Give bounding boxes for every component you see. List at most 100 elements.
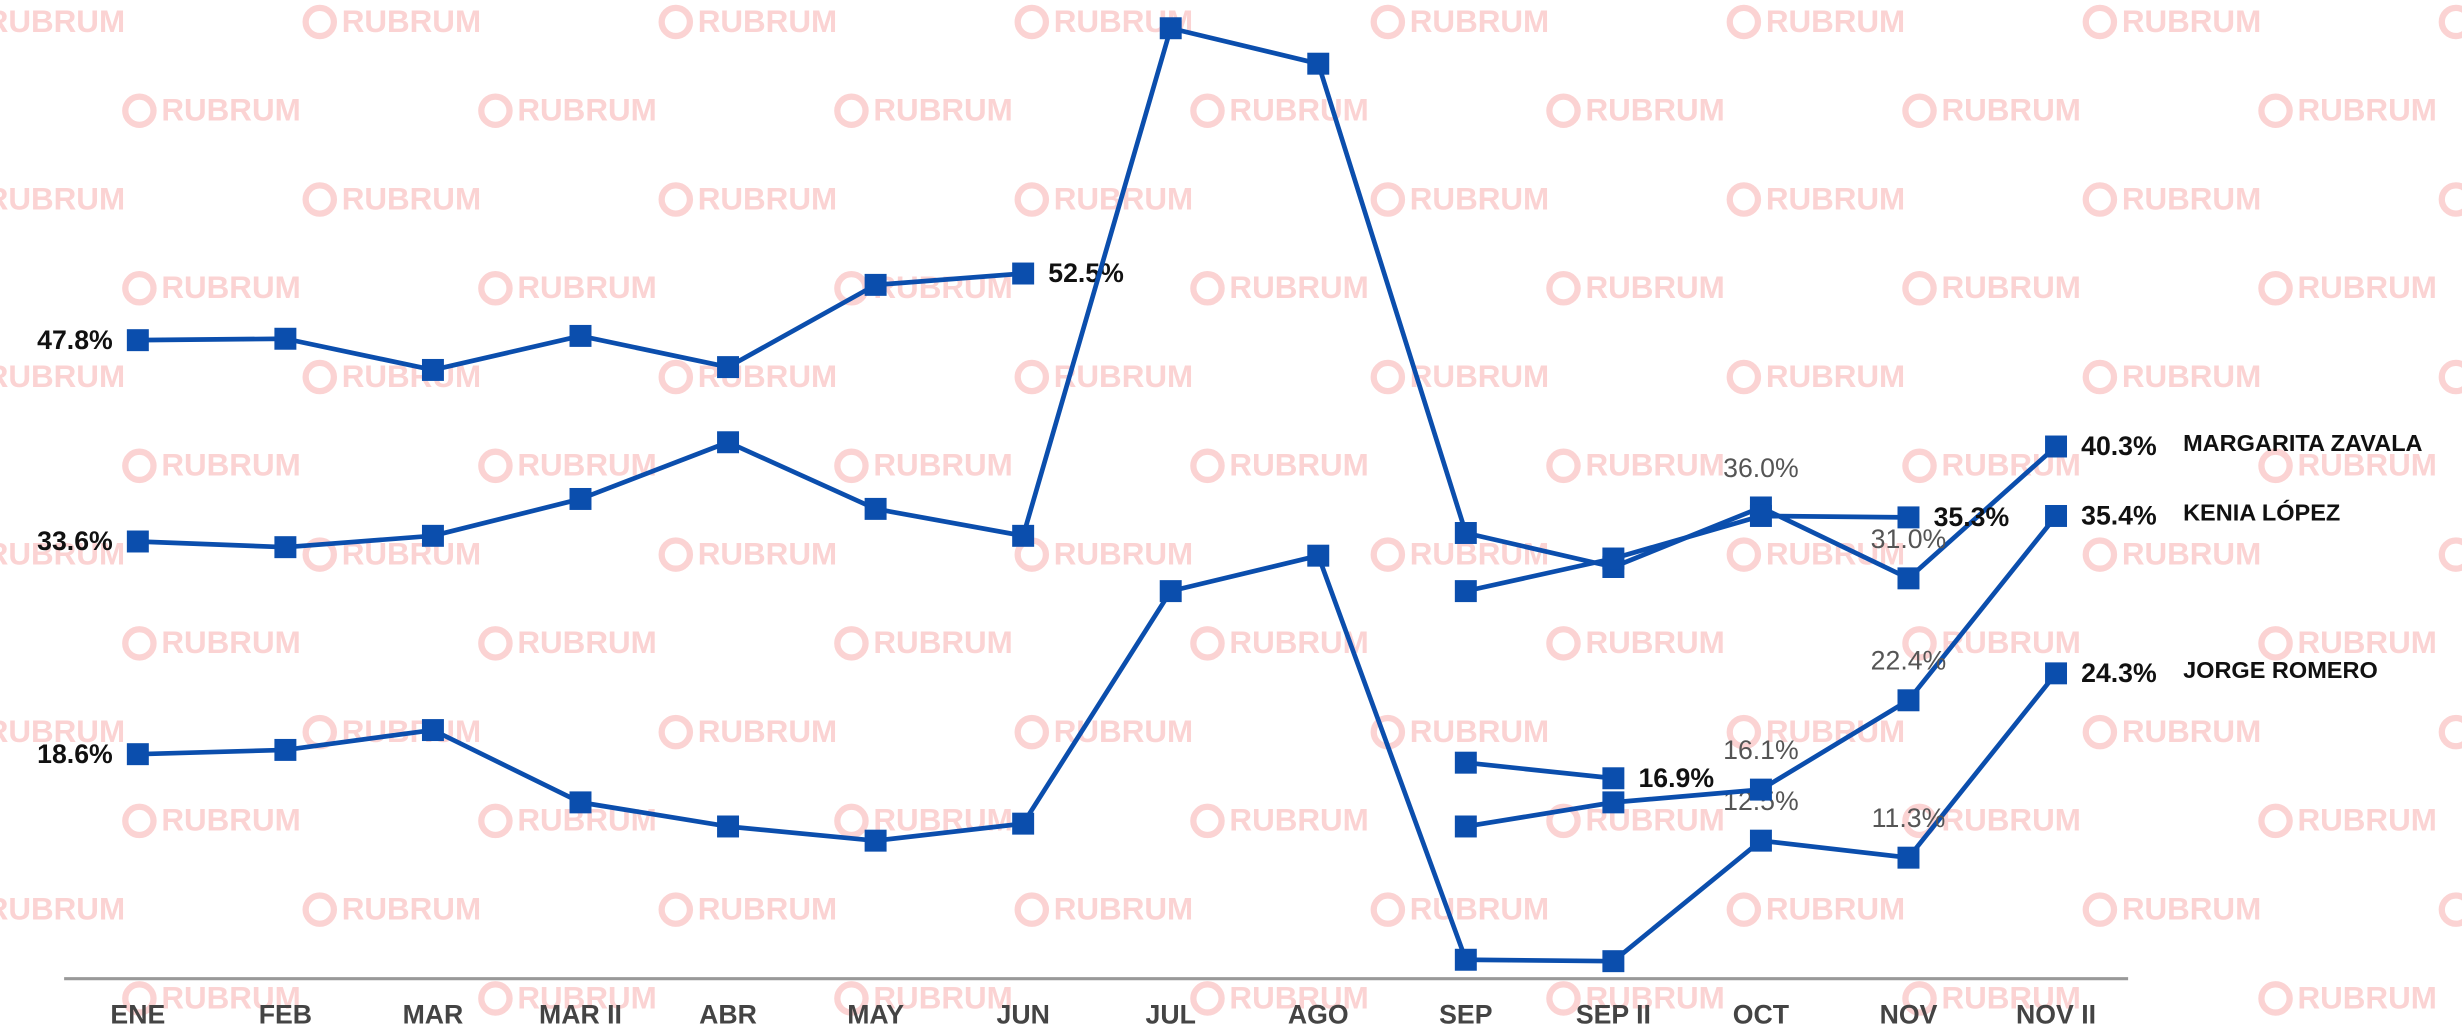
watermark-icon: [1014, 892, 1050, 927]
watermark-icon: [478, 93, 513, 128]
watermark-text: RUBRUM: [1410, 181, 1549, 216]
watermark-icon: [122, 93, 157, 128]
watermark-text: RUBRUM: [161, 93, 300, 128]
watermark-text: RUBRUM: [1766, 181, 1905, 216]
watermark-text: RUBRUM: [517, 625, 656, 660]
point-marker: [1159, 580, 1182, 603]
watermark-icon: [1902, 981, 1937, 1016]
watermark-text: RUBRUM: [342, 4, 481, 39]
value-label: 33.6%: [37, 526, 113, 556]
point-marker: [126, 530, 149, 553]
watermark-icon: [1546, 626, 1581, 661]
watermark-icon: [1902, 271, 1937, 306]
plot: ENE FEB MAR MAR II ABR MAY JUN JUL AGO SEP SEP II O…: [37, 17, 2423, 1029]
value-label: 24.3%: [2081, 658, 2157, 688]
watermark-text: RUBRUM: [2122, 536, 2261, 571]
watermark-icon: [834, 803, 869, 839]
x-tick-label: JUN: [996, 999, 1049, 1029]
value-label: 52.5%: [1048, 258, 1124, 288]
point-marker: [1749, 829, 1772, 852]
watermark-icon: [2258, 981, 2293, 1016]
value-label: 11.3%: [1872, 803, 1946, 833]
x-tick-label: OCT: [1733, 999, 1789, 1029]
value-label: 16.1%: [1723, 735, 1799, 765]
x-tick-label: MAR: [403, 999, 464, 1029]
watermark-icon: [1014, 714, 1050, 750]
value-label: 36.0%: [1723, 453, 1799, 483]
watermark-text: RUBRUM: [873, 93, 1012, 128]
watermark-text: RUBRUM: [1766, 359, 1905, 394]
watermark-icon: [1370, 4, 1406, 40]
watermark-text: RUBRUM: [1229, 270, 1368, 305]
point-marker: [126, 329, 149, 352]
watermark-icon: [1014, 359, 1050, 395]
watermark-icon: [2438, 537, 2462, 572]
watermark-text: RUBRUM: [2298, 803, 2437, 838]
watermark-icon: [2438, 714, 2462, 750]
watermark-icon: [1370, 359, 1406, 395]
value-label: 40.3%: [2081, 431, 2157, 461]
point-marker: [717, 431, 740, 454]
watermark-icon: [478, 803, 513, 839]
watermark-icon: [1902, 448, 1937, 484]
watermark-icon: [658, 714, 694, 750]
watermark-icon: [2082, 892, 2118, 927]
watermark-text: RUBRUM: [1410, 536, 1549, 571]
watermark-icon: [1546, 271, 1581, 306]
watermark-text: RUBRUM: [161, 270, 300, 305]
watermark-icon: [302, 359, 338, 395]
point-marker: [1602, 767, 1625, 790]
watermark-text: RUBRUM: [2122, 892, 2261, 927]
series-name: JORGE ROMERO: [2183, 657, 2378, 683]
watermark-text: RUBRUM: [2122, 181, 2261, 216]
watermark-icon: [1370, 537, 1406, 572]
watermark-text: RUBRUM: [517, 93, 656, 128]
point-marker: [1307, 52, 1330, 75]
point-marker: [1012, 524, 1035, 547]
watermark-text: RUBRUM: [517, 980, 656, 1015]
value-label: 22.4%: [1871, 646, 1947, 676]
point-marker: [1454, 522, 1477, 544]
watermark-icon: [1014, 182, 1050, 217]
watermark-icon: [1726, 714, 1762, 750]
watermark-icon: [1190, 271, 1225, 306]
watermark-text: RUBRUM: [1585, 270, 1724, 305]
series-line: [1465, 513, 1909, 594]
watermark-text: RUBRUM: [873, 448, 1012, 483]
watermark-text: RUBRUM: [1410, 714, 1549, 749]
x-tick-label: SEP: [1439, 999, 1492, 1029]
watermark-text: RUBRUM: [698, 536, 837, 571]
point-marker: [1602, 791, 1625, 814]
watermark-icon: [2258, 448, 2293, 484]
watermark-icon: [2438, 359, 2462, 395]
watermark-text: RUBRUM: [698, 4, 837, 39]
watermark-icon: [1546, 448, 1581, 484]
value-label: 18.6%: [37, 739, 113, 769]
watermark-icon: [122, 271, 157, 306]
watermark-icon: [1726, 892, 1762, 927]
watermark-icon: [1190, 626, 1225, 661]
point-marker: [1454, 751, 1477, 774]
watermark-icon: [1190, 981, 1225, 1016]
watermark-icon: [1902, 93, 1937, 128]
watermark-text: RUBRUM: [698, 892, 837, 927]
x-tick-label: NOV II: [2016, 999, 2096, 1029]
point-marker: [126, 743, 149, 766]
watermark-icon: [1014, 4, 1050, 40]
watermark-text: RUBRUM: [1585, 625, 1724, 660]
watermark-text: RUBRUM: [1054, 536, 1193, 571]
watermark-text: RUBRUM: [1229, 803, 1368, 838]
point-marker: [1012, 812, 1035, 835]
point-marker: [2045, 504, 2068, 527]
watermark-icon: [478, 981, 513, 1016]
watermark-text: RUBRUM: [517, 270, 656, 305]
series-line: [1465, 760, 1614, 781]
x-tick-label: ABR: [699, 999, 757, 1029]
watermark-icon: [122, 803, 157, 839]
point-marker: [864, 497, 887, 520]
point-marker: [1897, 846, 1920, 869]
watermark-text: RUBRUM: [873, 980, 1012, 1015]
watermark-icon: [478, 626, 513, 661]
watermark-icon: [2258, 803, 2293, 839]
point-marker: [421, 719, 444, 742]
